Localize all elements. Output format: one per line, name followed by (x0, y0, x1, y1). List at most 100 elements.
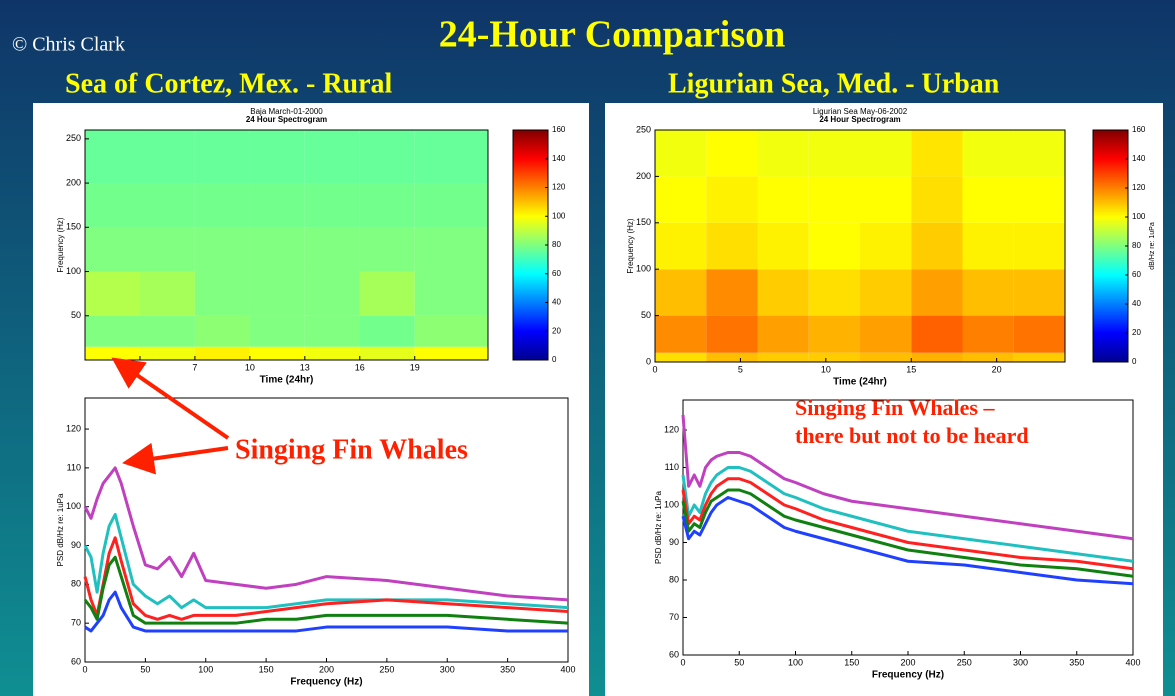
x-tick-label: 100 (788, 657, 803, 667)
heat-cell (1013, 315, 1065, 353)
colorbar-tick-label: 0 (552, 355, 557, 364)
x-tick-label: 16 (355, 362, 365, 372)
y-tick-label: 90 (71, 540, 81, 550)
heat-cell (962, 352, 1014, 362)
x-tick-label: 250 (379, 664, 394, 674)
y-tick-label: 90 (669, 537, 679, 547)
axes-frame (84, 397, 569, 663)
x-tick-label: 200 (900, 657, 915, 667)
heat-cell (706, 315, 758, 353)
heat-cell (139, 315, 195, 347)
y-tick-label: 110 (67, 462, 81, 472)
x-axis-label: Time (24hr) (833, 377, 887, 388)
heat-cell (860, 352, 912, 362)
y-tick-label: 60 (669, 649, 679, 659)
y-tick-label: 100 (636, 264, 651, 274)
colorbar-tick-label: 40 (1132, 299, 1141, 308)
heat-cell (139, 346, 195, 360)
heat-cell (757, 315, 809, 353)
y-tick-label: 80 (669, 574, 679, 584)
heat-cell (706, 130, 758, 177)
colorbar-tick-label: 100 (552, 211, 566, 220)
y-tick-label: 100 (664, 499, 679, 509)
x-tick-label: 0 (652, 364, 657, 374)
plot-subtitle: 24 Hour Spectrogram (819, 115, 900, 124)
heat-cell (304, 271, 360, 316)
heat-cell (414, 271, 488, 316)
axes-frame (654, 129, 1066, 363)
x-tick-label: 10 (245, 362, 255, 372)
x-tick-label: 250 (957, 657, 972, 667)
series-line (83, 536, 569, 621)
heat-cell (85, 315, 140, 347)
heat-cell (655, 130, 707, 177)
heat-cell (194, 346, 250, 360)
heat-cell (85, 346, 140, 360)
y-axis-label: PSD dB/Hz re: 1uPa (56, 493, 65, 566)
slide-title: 24-Hour Comparison (439, 14, 786, 56)
x-tick-label: 20 (992, 364, 1002, 374)
heat-cell (808, 176, 860, 223)
x-tick-label: 150 (259, 664, 274, 674)
x-axis-label: Frequency (Hz) (872, 670, 944, 681)
heat-cell (304, 227, 360, 272)
heat-cell (706, 222, 758, 270)
heat-cell (139, 271, 195, 316)
heat-cell (757, 269, 809, 316)
series-line (83, 512, 569, 610)
x-tick-label: 400 (560, 664, 575, 674)
heat-cell (1013, 130, 1065, 177)
colorbar-tick-label: 160 (552, 125, 566, 134)
y-axis-label: Frequency (Hz) (56, 217, 65, 272)
heat-cell (85, 130, 140, 184)
series-line (83, 466, 569, 602)
heat-cell (1013, 269, 1065, 316)
x-tick-label: 50 (140, 664, 150, 674)
colorbar-tick-label: 0 (1132, 357, 1137, 366)
heat-cell (808, 315, 860, 353)
heat-cell (808, 269, 860, 316)
x-tick-label: 350 (500, 664, 515, 674)
heat-cell (962, 269, 1014, 316)
heat-cell (414, 227, 488, 272)
y-tick-label: 120 (664, 424, 679, 434)
heat-cell (414, 346, 488, 360)
heat-cell (911, 315, 963, 353)
heat-cell (304, 130, 360, 184)
heat-cell (249, 183, 305, 228)
x-tick-label: 200 (319, 664, 334, 674)
y-tick-label: 50 (641, 310, 651, 320)
heat-cell (194, 271, 250, 316)
y-tick-label: 250 (66, 133, 81, 143)
heat-cell (139, 227, 195, 272)
colorbar (512, 129, 549, 361)
heat-cell (655, 269, 707, 316)
heat-cell (414, 315, 488, 347)
y-tick-label: 150 (636, 217, 651, 227)
heat-cell (860, 176, 912, 223)
x-tick-label: 50 (734, 657, 744, 667)
heat-cell (757, 130, 809, 177)
colorbar-tick-label: 140 (552, 154, 566, 163)
heat-cell (414, 183, 488, 228)
arrow (122, 442, 229, 475)
heat-cell (1013, 176, 1065, 223)
heat-cell (85, 227, 140, 272)
x-tick-label: 400 (1125, 657, 1140, 667)
plot-title: Baja March-01-2000 (250, 107, 323, 116)
heat-cell (85, 183, 140, 228)
annotation: Singing Fin Whales – (795, 395, 995, 420)
heat-cell (911, 130, 963, 177)
heat-cell (706, 269, 758, 316)
heat-cell (962, 176, 1014, 223)
heat-cell (359, 346, 415, 360)
colorbar-tick-label: 140 (1132, 154, 1146, 163)
heat-cell (194, 183, 250, 228)
heat-cell (359, 183, 415, 228)
y-tick-label: 120 (66, 423, 81, 433)
y-tick-label: 200 (636, 171, 651, 181)
y-tick-label: 0 (646, 356, 651, 366)
y-tick-label: 110 (665, 462, 679, 472)
heat-cell (249, 227, 305, 272)
heat-cell (757, 176, 809, 223)
